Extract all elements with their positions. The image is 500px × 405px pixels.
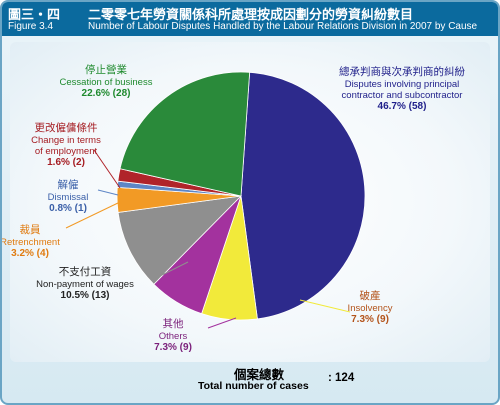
slice-label-zh: 其他 — [162, 318, 184, 330]
slice-label-en: Retrenchment — [0, 236, 60, 248]
slice-label-zh: 不支付工資 — [58, 266, 112, 278]
figure-label-en: Figure 3.4 — [8, 21, 54, 32]
slice-value-label: 7.3% (9) — [154, 341, 192, 353]
slice-label: 解僱 Dismissal 0.8% (1) — [48, 179, 89, 215]
slice-label-zh: 總承判商與次承判商的糾紛 — [339, 66, 465, 78]
leader-line — [207, 317, 237, 329]
slice-label-en: Others — [158, 330, 188, 342]
slice-label-en: contractor and subcontractor — [341, 89, 463, 101]
total-cases: 個案總數 Total number of cases : 124 — [2, 362, 498, 402]
slice-value-label: 22.6% (28) — [81, 87, 131, 99]
pie-chart — [65, 71, 366, 329]
leader-line — [159, 261, 189, 277]
slice-label-zh: 破產 — [359, 290, 381, 302]
total-label-en: Total number of cases — [198, 380, 309, 392]
slice-label-zh: 裁員 — [19, 224, 41, 236]
slice-label: 停止營業 Cessation of business 22.6% (28) — [60, 64, 153, 100]
slice-label-en: Disputes involving principal — [344, 78, 460, 90]
slice-label-zh: 更改僱傭條件 — [34, 122, 98, 134]
slice-label: 不支付工資 Non-payment of wages 10.5% (13) — [36, 266, 134, 302]
slice-value-label: 10.5% (13) — [60, 289, 110, 301]
total-label-zh: 個案總數 — [234, 367, 285, 382]
slice-value-label: 46.7% (58) — [377, 101, 427, 113]
slice-label: 總承判商與次承判商的糾紛 Disputes involving principal… — [339, 66, 465, 113]
slice-label-zh: 解僱 — [57, 179, 79, 191]
slice-label-zh: 停止營業 — [84, 64, 127, 76]
slice-label-en: Dismissal — [47, 191, 89, 203]
leader-line — [299, 299, 351, 313]
leader-line — [65, 201, 121, 229]
slice-label-en: Change in terms — [31, 134, 101, 146]
slice-value-label: 1.6% (2) — [47, 157, 85, 169]
pie-slice-non-payment-of-wages — [117, 195, 243, 285]
slice-label-en: of employment — [34, 145, 98, 157]
slice-label: 裁員 Retrenchment 3.2% (4) — [0, 224, 60, 260]
slice-label: 更改僱傭條件 Change in terms of employment 1.6% (… — [31, 122, 101, 169]
slice-label-en: Cessation of business — [59, 76, 153, 88]
figure-label-zh: 圖三・四 — [8, 8, 61, 23]
chart-title-en: Number of Labour Disputes Handled by the… — [88, 21, 478, 32]
leader-line — [97, 189, 119, 196]
pie-slice-cessation-of-business — [119, 71, 251, 197]
slice-value-label: 3.2% (4) — [11, 247, 49, 259]
slice-label: 破產 Insolvency 7.3% (9) — [348, 290, 393, 326]
figure-header: 圖三・四 Figure 3.4 二零零七年勞資關係科所處理按成因劃分的勞資糾紛數… — [2, 2, 498, 36]
slice-label: 其他 Others 7.3% (9) — [154, 318, 192, 354]
pie-chart-area: 總承判商與次承判商的糾紛 Disputes involving principal… — [2, 42, 490, 362]
slice-value-label: 0.8% (1) — [49, 202, 87, 214]
slice-value-label: 7.3% (9) — [351, 313, 389, 325]
slice-label-en: Insolvency — [347, 302, 393, 314]
total-value: : 124 — [328, 372, 355, 384]
chart-title-zh: 二零零七年勞資關係科所處理按成因劃分的勞資糾紛數目 — [88, 8, 414, 23]
pie-slice-disputes-involving-principal — [240, 71, 366, 320]
slice-label-en: Non-payment of wages — [36, 278, 134, 290]
leader-line — [93, 149, 121, 189]
